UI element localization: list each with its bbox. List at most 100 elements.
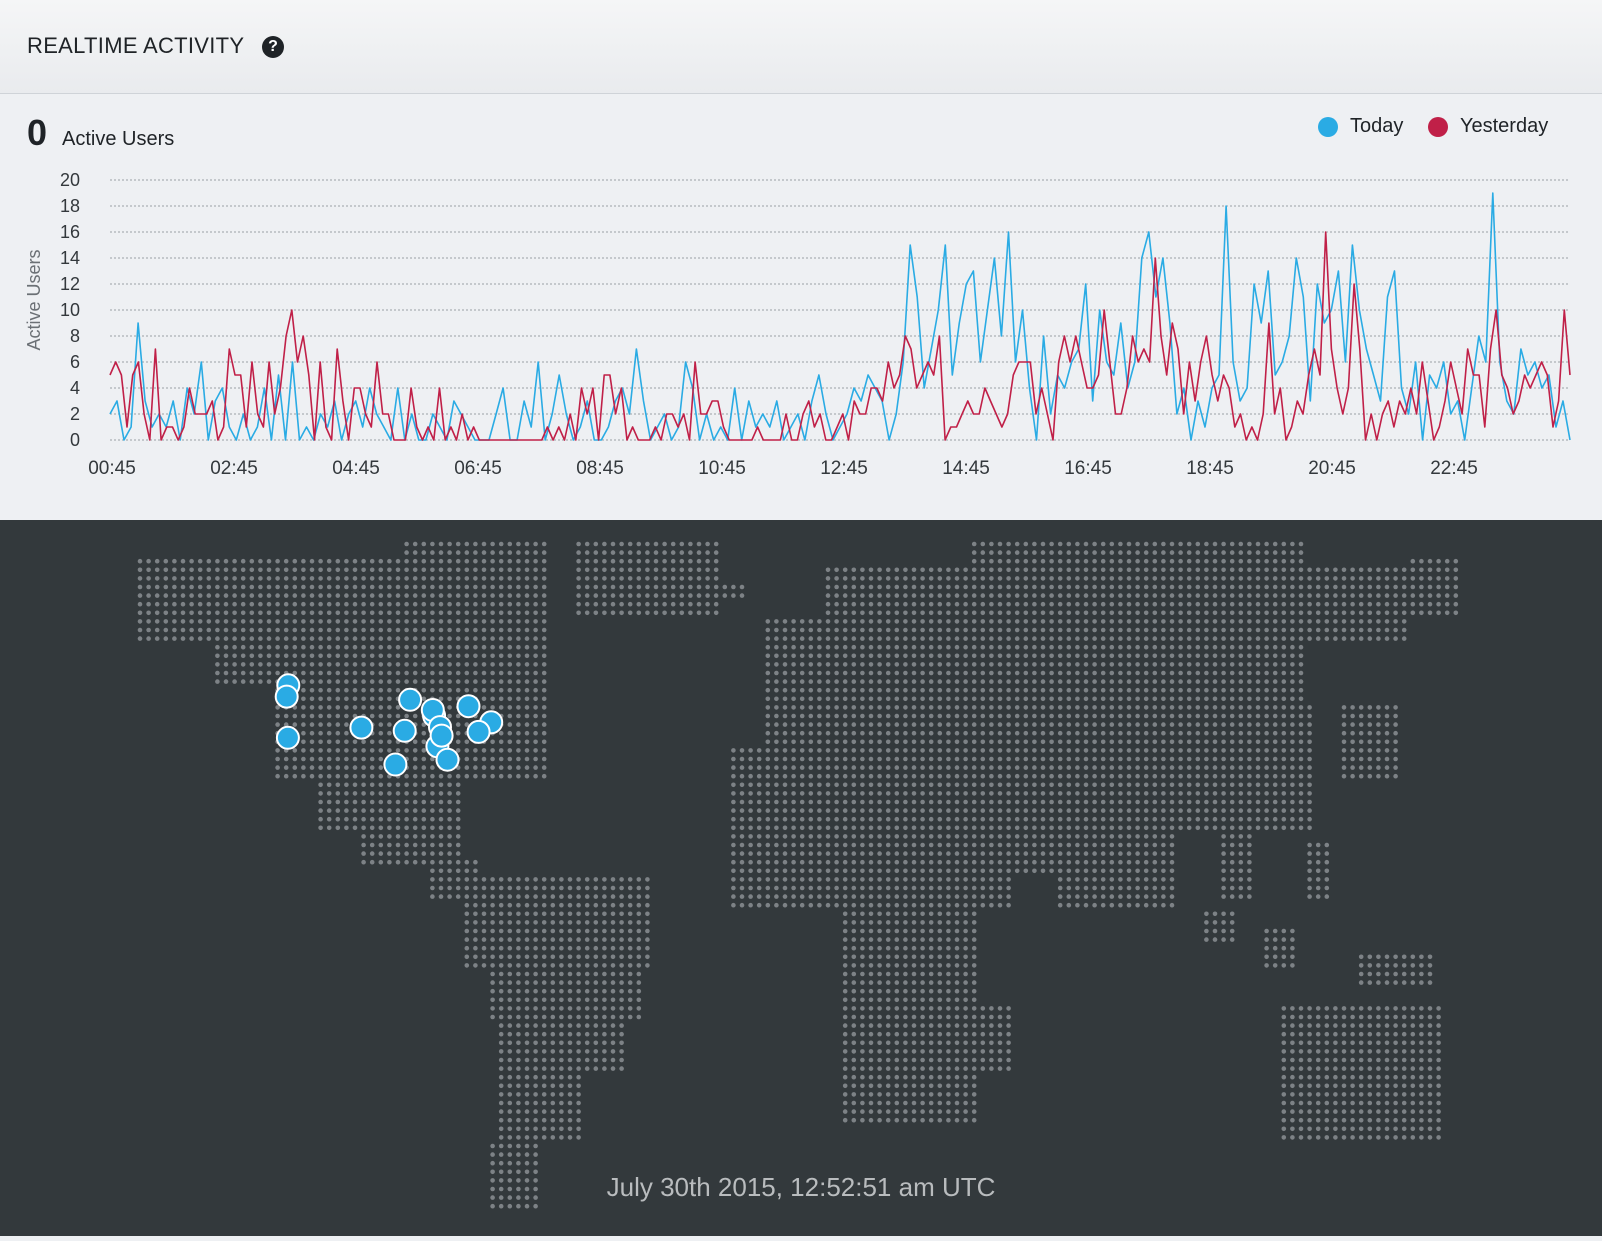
land-dot bbox=[361, 559, 366, 564]
land-dot bbox=[1213, 542, 1218, 547]
land-dot bbox=[645, 894, 650, 899]
land-dot bbox=[740, 783, 745, 788]
question-circle-icon[interactable]: ? bbox=[262, 36, 284, 58]
land-dot bbox=[869, 877, 874, 882]
land-dot bbox=[843, 602, 848, 607]
land-dot bbox=[912, 808, 917, 813]
land-dot bbox=[929, 585, 934, 590]
land-dot bbox=[809, 757, 814, 762]
land-dot bbox=[336, 774, 341, 779]
land-dot bbox=[1135, 714, 1140, 719]
land-dot bbox=[499, 1023, 504, 1028]
land-dot bbox=[869, 894, 874, 899]
land-dot bbox=[1135, 619, 1140, 624]
land-dot bbox=[998, 559, 1003, 564]
land-dot bbox=[697, 568, 702, 573]
land-dot bbox=[224, 602, 229, 607]
land-dot bbox=[568, 946, 573, 951]
land-dot bbox=[327, 765, 332, 770]
land-dot bbox=[963, 955, 968, 960]
land-dot bbox=[1118, 800, 1123, 805]
land-dot bbox=[912, 757, 917, 762]
land-dot bbox=[1144, 619, 1149, 624]
land-dot bbox=[1153, 740, 1158, 745]
land-dot bbox=[525, 998, 530, 1003]
land-dot bbox=[783, 903, 788, 908]
land-dot bbox=[1204, 731, 1209, 736]
land-dot bbox=[422, 817, 427, 822]
land-dot bbox=[473, 636, 478, 641]
land-dot bbox=[499, 980, 504, 985]
land-dot bbox=[1282, 783, 1287, 788]
land-dot bbox=[972, 1032, 977, 1037]
land-dot bbox=[1239, 826, 1244, 831]
land-dot bbox=[1006, 783, 1011, 788]
land-dot bbox=[1178, 740, 1183, 745]
land-dot bbox=[1273, 731, 1278, 736]
land-dot bbox=[387, 559, 392, 564]
land-dot bbox=[551, 903, 556, 908]
land-dot bbox=[413, 611, 418, 616]
land-dot bbox=[490, 585, 495, 590]
land-dot bbox=[422, 860, 427, 865]
land-dot bbox=[869, 800, 874, 805]
land-dot bbox=[1221, 886, 1226, 891]
land-dot bbox=[946, 1066, 951, 1071]
land-dot bbox=[525, 619, 530, 624]
land-dot bbox=[430, 843, 435, 848]
land-dot bbox=[559, 963, 564, 968]
land-dot bbox=[1110, 611, 1115, 616]
land-dot bbox=[1015, 800, 1020, 805]
land-dot bbox=[310, 628, 315, 633]
land-dot bbox=[972, 851, 977, 856]
land-dot bbox=[671, 593, 676, 598]
land-dot bbox=[843, 568, 848, 573]
land-dot bbox=[465, 550, 470, 555]
land-dot bbox=[929, 714, 934, 719]
land-dot bbox=[1058, 611, 1063, 616]
land-dot bbox=[903, 1049, 908, 1054]
land-dot bbox=[1135, 740, 1140, 745]
land-dot bbox=[1006, 568, 1011, 573]
land-dot bbox=[800, 860, 805, 865]
land-dot bbox=[903, 1015, 908, 1020]
legend-item-today[interactable]: Today bbox=[1318, 115, 1403, 138]
land-dot bbox=[895, 679, 900, 684]
land-dot bbox=[637, 877, 642, 882]
land-dot bbox=[1178, 697, 1183, 702]
land-dot bbox=[310, 740, 315, 745]
land-dot bbox=[370, 568, 375, 573]
land-dot bbox=[1196, 808, 1201, 813]
land-dot bbox=[490, 912, 495, 917]
land-dot bbox=[920, 1058, 925, 1063]
land-dot bbox=[1273, 705, 1278, 710]
land-dot bbox=[387, 860, 392, 865]
land-dot bbox=[1024, 619, 1029, 624]
land-dot bbox=[920, 783, 925, 788]
land-dot bbox=[877, 929, 882, 934]
land-dot bbox=[542, 585, 547, 590]
land-dot bbox=[1221, 808, 1226, 813]
legend-item-yesterday[interactable]: Yesterday bbox=[1428, 115, 1548, 138]
land-dot bbox=[413, 826, 418, 831]
land-dot bbox=[1135, 628, 1140, 633]
land-dot bbox=[602, 1032, 607, 1037]
land-dot bbox=[817, 722, 822, 727]
land-dot bbox=[955, 791, 960, 796]
land-dot bbox=[1058, 748, 1063, 753]
land-dot bbox=[379, 611, 384, 616]
land-dot bbox=[1213, 585, 1218, 590]
land-dot bbox=[594, 593, 599, 598]
land-dot bbox=[705, 611, 710, 616]
land-dot bbox=[972, 1101, 977, 1106]
land-dot bbox=[430, 628, 435, 633]
land-dot bbox=[1273, 800, 1278, 805]
land-dot bbox=[1110, 748, 1115, 753]
land-dot bbox=[1032, 628, 1037, 633]
land-dot bbox=[1273, 963, 1278, 968]
land-dot bbox=[293, 559, 298, 564]
land-dot bbox=[826, 731, 831, 736]
land-dot bbox=[1153, 869, 1158, 874]
land-dot bbox=[938, 576, 943, 581]
land-dot bbox=[981, 1066, 986, 1071]
